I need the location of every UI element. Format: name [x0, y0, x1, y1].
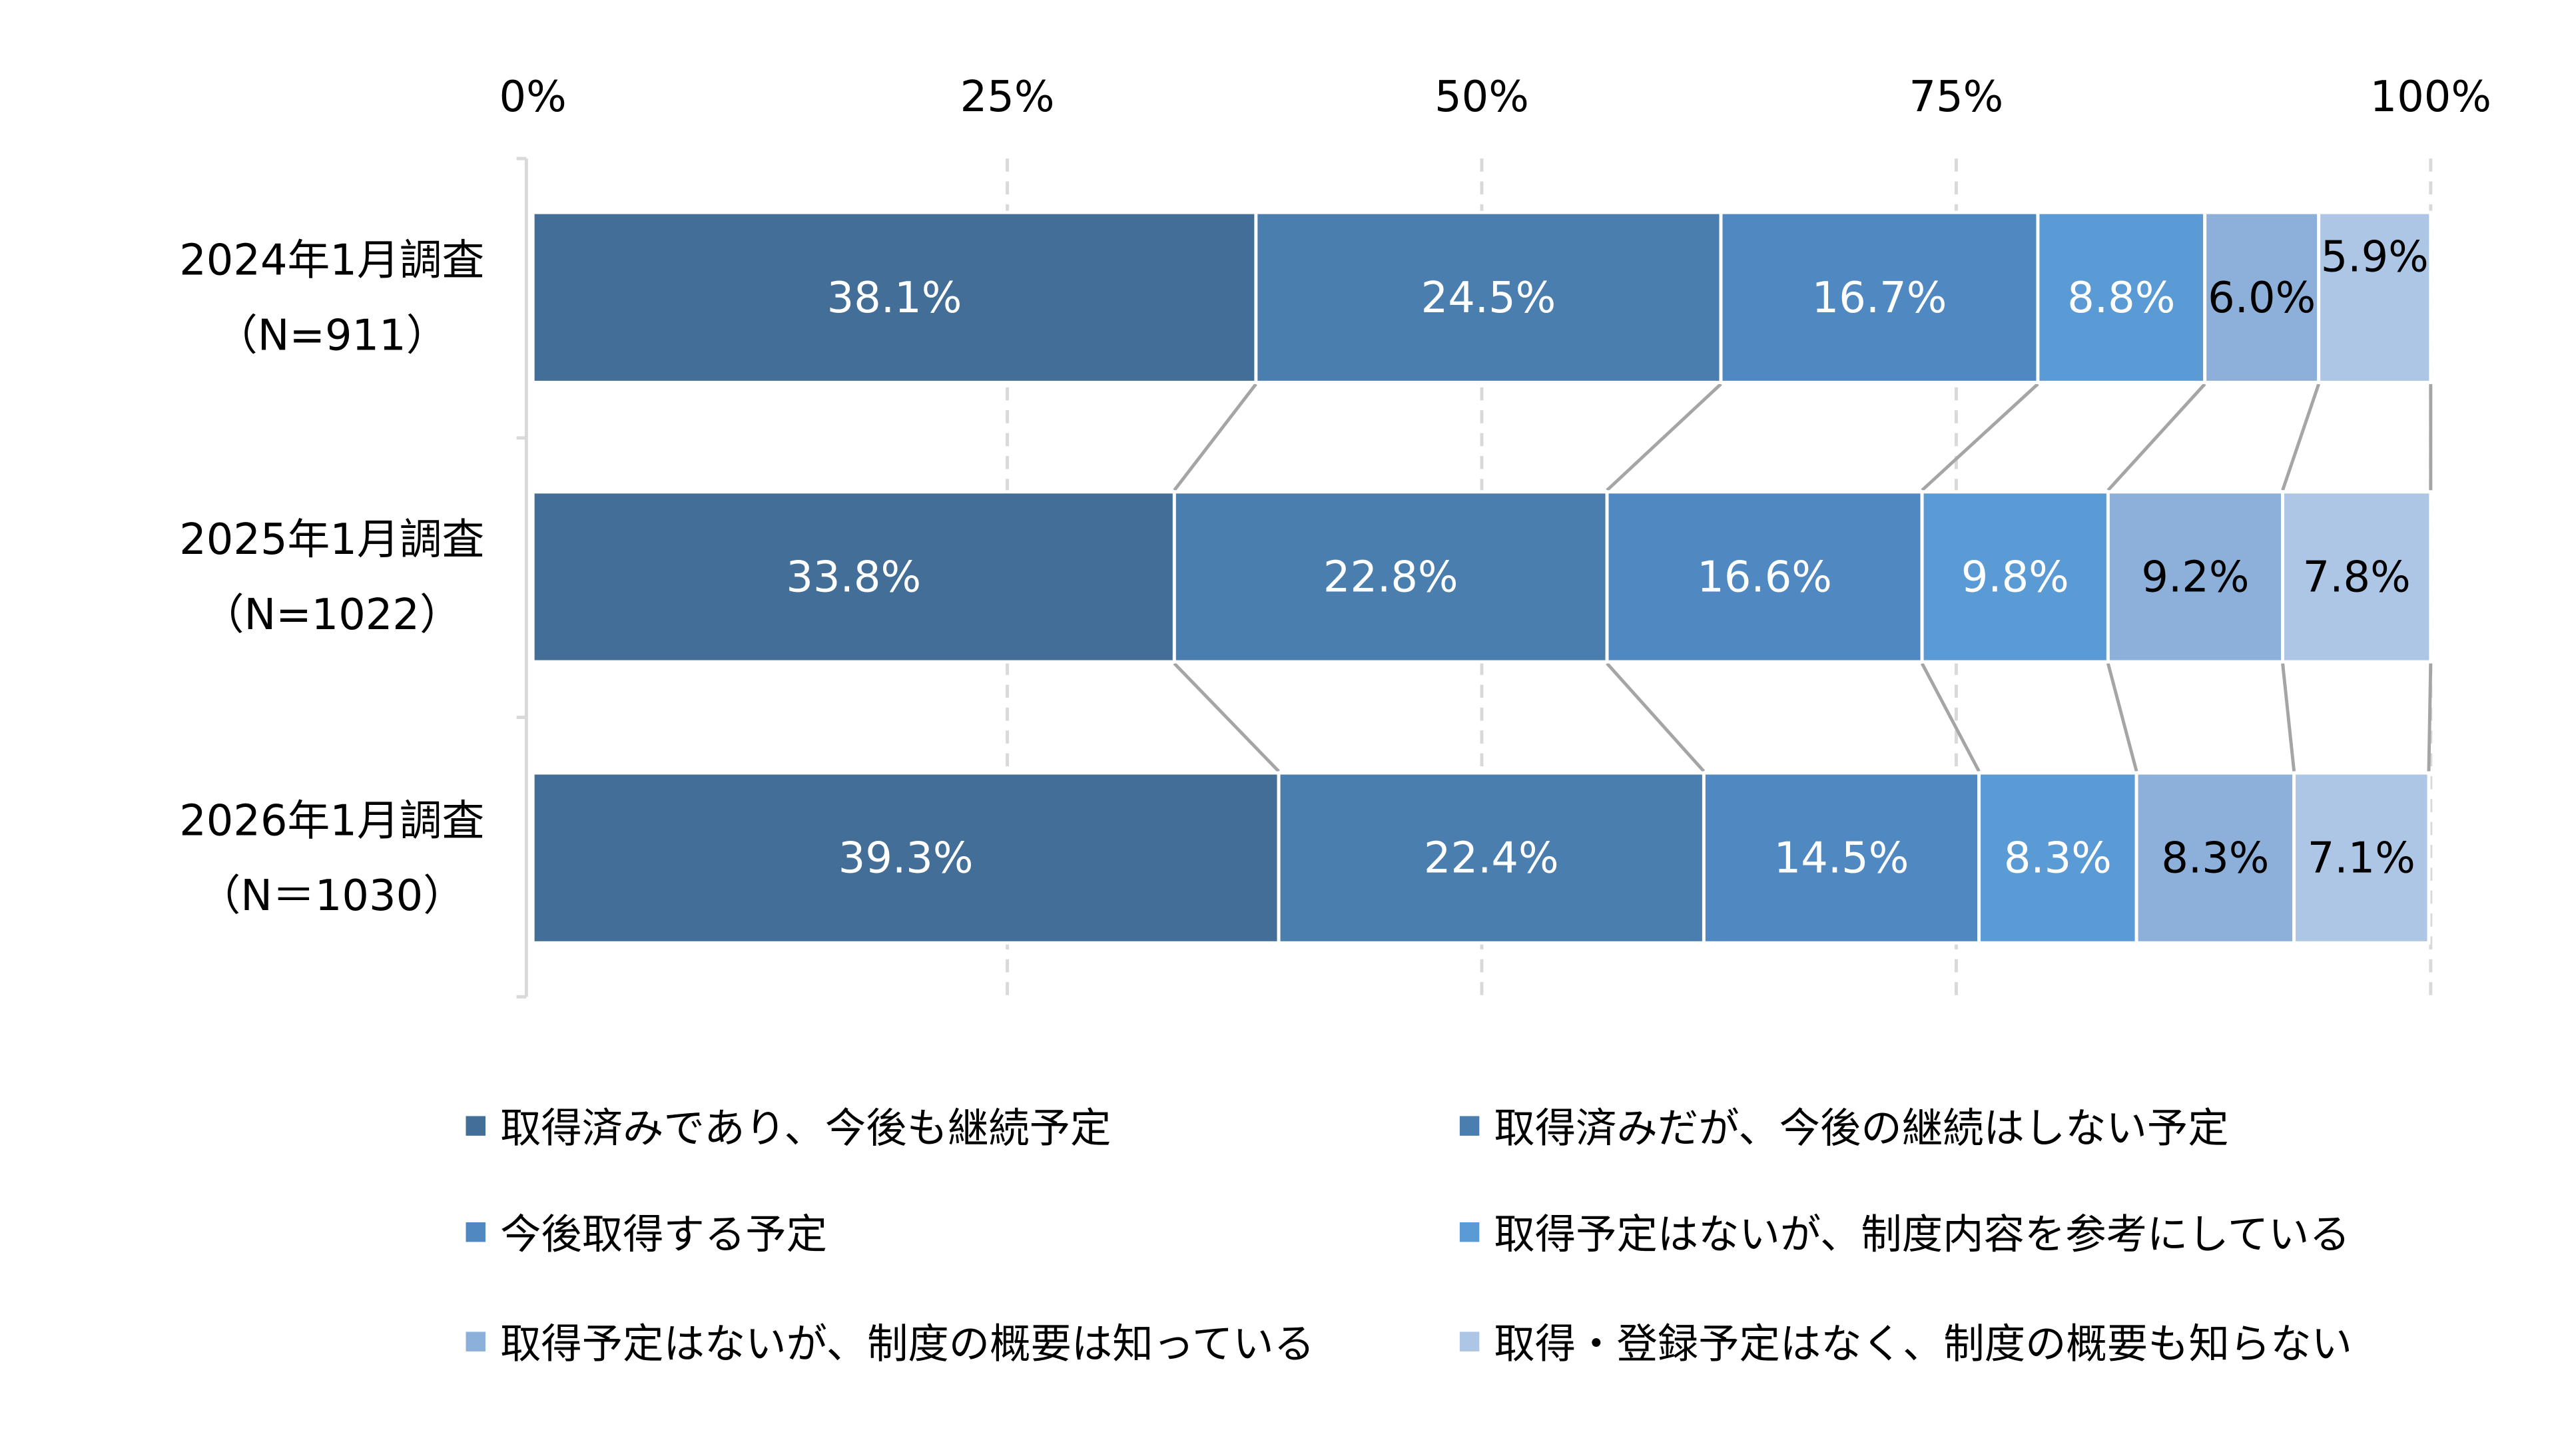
- data-labels: 38.1% 24.5% 16.7% 8.8% 6.0%5.9% 33.8% 22.8% 16.…: [786, 232, 2428, 883]
- category-sample-size: （N=911）: [215, 311, 449, 360]
- category-label: 2026年1月調査: [179, 796, 484, 846]
- bar-segment: [1277, 771, 1706, 945]
- series-line: [1920, 662, 1981, 772]
- series-line: [1606, 383, 1722, 492]
- series-line: [2106, 662, 2138, 772]
- x-tick-label: 100%: [2370, 73, 2491, 122]
- bar-segment: [1172, 490, 1609, 664]
- data-label: 24.5%: [1421, 274, 1556, 323]
- legend-swatch: [1459, 1116, 1480, 1136]
- x-tick-label: 0%: [499, 73, 567, 122]
- category-sample-size: （N=1022）: [202, 591, 462, 640]
- x-tick-label: 75%: [1909, 73, 2004, 122]
- series-line: [1921, 383, 2039, 492]
- data-label: 9.2%: [2141, 553, 2249, 603]
- series-line: [1173, 662, 1280, 773]
- series-line: [2427, 663, 2433, 772]
- series-line: [2281, 383, 2321, 491]
- data-label: 8.3%: [2004, 834, 2112, 883]
- category-label: 2025年1月調査: [179, 515, 484, 565]
- series-lines: [1173, 383, 2433, 773]
- series-line: [1173, 383, 1257, 491]
- legend-swatch: [1459, 1222, 1480, 1242]
- category-labels: 2024年1月調査 （N=911） 2025年1月調査 （N=1022） 2026年1月…: [179, 236, 484, 921]
- legend-swatch: [1459, 1332, 1480, 1351]
- data-label: 16.6%: [1697, 553, 1832, 603]
- bar-segment: [2203, 210, 2321, 384]
- data-label: 9.8%: [1961, 553, 2069, 603]
- data-label: 14.5%: [1774, 834, 1909, 883]
- data-label: 22.4%: [1424, 834, 1559, 883]
- y-axis: [516, 156, 528, 999]
- bar-segment: [2106, 490, 2285, 664]
- bar-segment: [1977, 771, 2138, 945]
- data-label: 6.0%: [2208, 274, 2316, 323]
- data-label: 33.8%: [786, 553, 921, 603]
- data-label: 16.7%: [1812, 274, 1947, 323]
- legend-swatch: [466, 1222, 485, 1242]
- bar-segment: [1702, 771, 1981, 945]
- legend-label: 取得・登録予定はなく、制度の概要も知らない: [1494, 1321, 2352, 1368]
- legend: 取得済みであり、今後も継続予定 取得済みだが、今後の継続はしない予定今後取得する予…: [466, 1105, 2352, 1368]
- data-label: 5.9%: [2321, 232, 2429, 282]
- bar-segment: [1920, 490, 2110, 664]
- data-label: 38.1%: [827, 274, 962, 323]
- data-label: 8.8%: [2067, 274, 2175, 323]
- data-label: 7.1%: [2308, 834, 2415, 883]
- bar-segment: [2292, 771, 2431, 945]
- bars: [531, 210, 2433, 945]
- data-label: 39.3%: [838, 834, 974, 883]
- data-label: 7.8%: [2303, 553, 2411, 603]
- bar-segment: [2036, 210, 2207, 384]
- legend-label: 取得済みであり、今後も継続予定: [500, 1105, 1111, 1152]
- data-label: 22.8%: [1323, 553, 1458, 603]
- legend-label: 取得済みだが、今後の継続はしない予定: [1494, 1105, 2228, 1152]
- bar-segment: [2317, 210, 2433, 384]
- series-line: [2106, 383, 2206, 492]
- legend-swatch: [466, 1116, 485, 1136]
- x-tick-labels: 0% 25% 50% 75% 100%: [499, 73, 2491, 122]
- bar-segment: [1719, 210, 2040, 384]
- legend-label: 今後取得する予定: [500, 1211, 827, 1258]
- legend-swatch: [466, 1332, 485, 1351]
- series-line: [1606, 662, 1706, 773]
- bar-segment: [1605, 490, 1924, 664]
- legend-label: 取得予定はないが、制度内容を参考にしている: [1494, 1211, 2350, 1258]
- bar-segment: [2281, 490, 2433, 664]
- category-sample-size: （N＝1030）: [198, 871, 466, 921]
- series-line: [2281, 663, 2296, 772]
- data-label: 8.3%: [2161, 834, 2269, 883]
- x-tick-label: 25%: [960, 73, 1055, 122]
- category-label: 2024年1月調査: [179, 236, 484, 285]
- bar-segment: [2134, 771, 2296, 945]
- x-tick-label: 50%: [1434, 73, 1529, 122]
- legend-label: 取得予定はないが、制度の概要は知っている: [500, 1321, 1315, 1368]
- bar-segment: [531, 771, 1281, 945]
